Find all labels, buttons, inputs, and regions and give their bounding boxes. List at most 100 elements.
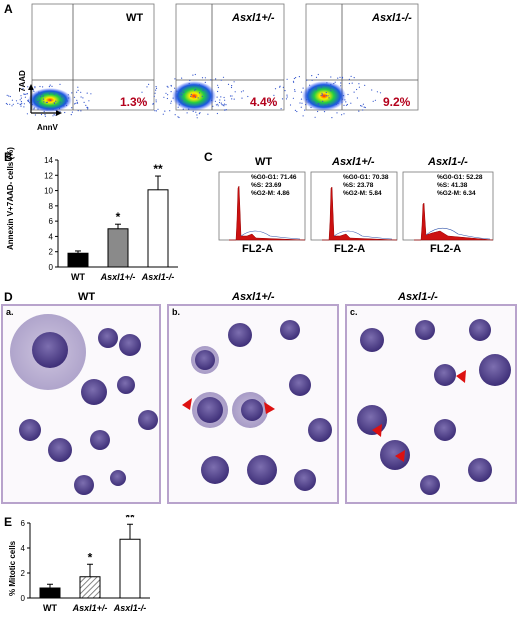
stat-s-wt: %S: 23.69 [251,182,282,189]
scatter-dot [363,106,365,108]
x-tick-label: WT [71,272,85,280]
scatter-dot [364,84,366,86]
scatter-dot [222,104,224,106]
annexin-bar-chart: 0 2 4 6 8 10 12 14 WT Asxl1+/- * Asxl1-/- ** [44,156,178,280]
scatter-dot [179,90,181,92]
scatter-dot [372,100,374,102]
scatter-dot [350,75,352,77]
scatter-dot [201,77,204,79]
scatter-dot [34,87,36,89]
scatter-dot [215,78,217,80]
scatter-dot [32,89,35,91]
scatter-dot [20,100,22,103]
scatter-dot [26,113,28,115]
scatter-dot [41,93,43,95]
scatter-dot [15,100,18,102]
scatter-dot [362,103,364,105]
scatter-dot [47,107,49,109]
scatter-dot [374,99,376,101]
scatter-dot [351,82,353,84]
scatter-dot [76,91,78,93]
scatter-dot [190,93,192,95]
histogram-het [310,171,398,241]
scatter-dot [348,78,350,80]
scatter-dot [247,95,249,98]
scatter-dot [40,95,42,98]
histogram-title-het: Asxl1+/- [332,156,375,168]
scatter-dot [192,110,194,112]
scatter-dot [217,90,219,93]
stat-g0g1-wt: %G0-G1: 71.46 [251,174,297,181]
scatter-dot [6,94,8,96]
scatter-dot [70,114,72,116]
y-tick-label: 2 [49,248,54,257]
scatter-dot [40,113,43,116]
scatter-dot [376,91,378,93]
scatter-dot [184,103,186,105]
scatter-dot [39,85,41,88]
scatter-dot [302,87,304,89]
scatter-dot [178,116,180,119]
scatter-dot [34,86,36,88]
scatter-dot [315,76,318,78]
scatter-dot [48,86,51,88]
scatter-dot [74,103,76,105]
scatter-dot [345,104,348,106]
significance-mark: * [88,550,93,564]
scatter-dot [192,74,194,76]
micrograph-ko [345,304,517,504]
scatter-dot [292,80,295,82]
scatter-dot [181,94,183,96]
scatter-dot [327,95,329,97]
scatter-dot [48,93,50,95]
stat-g0g1-ko: %G0-G1: 52.28 [437,174,483,181]
scatter-dot [85,104,87,106]
scatter-dot [25,93,27,95]
scatter-dot [8,95,10,97]
cell-cycle-histograms [218,171,494,241]
scatter-dot [293,77,295,80]
scatter-dot [220,102,222,104]
scatter-dot [210,79,212,81]
scatter-dot [360,105,362,107]
scatter-dot [282,86,284,88]
scatter-dot [197,97,199,99]
micrograph-het [167,304,339,504]
scatter-dot [5,102,7,105]
scatter-dot [326,82,328,84]
scatter-dot [379,92,382,94]
scatter-dot [242,90,244,92]
bar [119,538,141,599]
flow-percent-ko: 9.2% [383,95,411,109]
scatter-dot [66,100,68,102]
scatter-dot [285,98,288,100]
scatter-dot [214,100,216,102]
scatter-dot [11,105,13,107]
scatter-dot [284,90,286,92]
scatter-dot [289,104,292,106]
scatter-dot [174,87,176,89]
scatter-dot [356,88,358,91]
flow-percent-wt: 1.3% [120,95,148,109]
micrograph-title-wt: WT [78,291,96,303]
scatter-dot [281,98,284,100]
x-tick-label: Asxl1-/- [141,272,175,280]
scatter-dot [326,104,328,106]
scatter-dot [58,93,60,95]
scatter-dot [198,113,200,115]
scatter-dot [42,86,44,88]
scatter-dot [188,108,190,110]
scatter-dot [207,113,209,115]
scatter-dot [20,105,22,107]
scatter-dot [310,106,312,109]
scatter-dot [240,91,243,93]
scatter-dot [233,98,235,100]
scatter-dot [341,76,344,78]
scatter-dot [37,108,39,110]
flow-plot-title-ko: Asxl1-/- [372,12,412,24]
scatter-dot [358,86,360,88]
scatter-dot [307,101,309,103]
scatter-dot [155,99,157,101]
scatter-dot [279,85,281,87]
mitotic-bar-chart: 0 2 4 6 WT Asxl1+/- * Asxl1-/- ** [21,515,150,613]
